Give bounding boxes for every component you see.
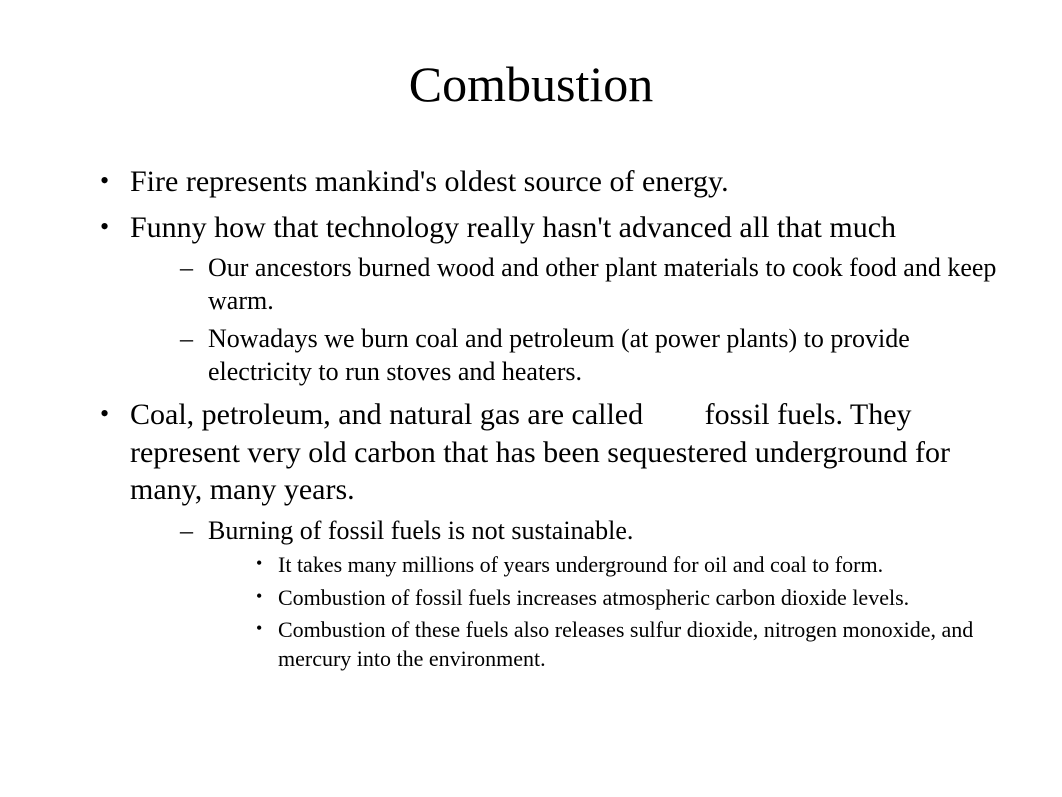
sub-sub-bullet-text: Combustion of these fuels also releases …: [278, 617, 973, 671]
sub-sub-bullet-list: It takes many millions of years undergro…: [208, 551, 1002, 673]
sub-bullet-list: Our ancestors burned wood and other plan…: [130, 252, 1002, 388]
sub-bullet-item: Our ancestors burned wood and other plan…: [180, 252, 1002, 317]
bullet-text-part: Coal, petroleum, and natural gas are cal…: [130, 398, 651, 431]
sub-bullet-item: Burning of fossil fuels is not sustainab…: [180, 515, 1002, 674]
bullet-text: Fire represents mankind's oldest source …: [130, 165, 729, 198]
sub-sub-bullet-text: Combustion of fossil fuels increases atm…: [278, 585, 909, 610]
slide: Combustion Fire represents mankind's old…: [0, 0, 1062, 797]
sub-bullet-text: Burning of fossil fuels is not sustainab…: [208, 516, 633, 545]
bullet-item: Funny how that technology really hasn't …: [100, 209, 1002, 389]
bullet-text: Funny how that technology really hasn't …: [130, 211, 896, 244]
bullet-item: Coal, petroleum, and natural gas are cal…: [100, 396, 1002, 673]
sub-bullet-text: Nowadays we burn coal and petroleum (at …: [208, 324, 910, 386]
bullet-item: Fire represents mankind's oldest source …: [100, 163, 1002, 201]
bullet-text-blank: fossil fuels: [705, 398, 836, 431]
sub-sub-bullet-item: Combustion of fossil fuels increases atm…: [256, 584, 1002, 613]
bullet-list: Fire represents mankind's oldest source …: [60, 163, 1002, 673]
sub-sub-bullet-text: It takes many millions of years undergro…: [278, 552, 883, 577]
sub-sub-bullet-item: It takes many millions of years undergro…: [256, 551, 1002, 580]
sub-bullet-list: Burning of fossil fuels is not sustainab…: [130, 515, 1002, 674]
sub-bullet-item: Nowadays we burn coal and petroleum (at …: [180, 323, 1002, 388]
sub-sub-bullet-item: Combustion of these fuels also releases …: [256, 616, 1002, 673]
slide-title: Combustion: [60, 55, 1002, 113]
sub-bullet-text: Our ancestors burned wood and other plan…: [208, 253, 996, 315]
